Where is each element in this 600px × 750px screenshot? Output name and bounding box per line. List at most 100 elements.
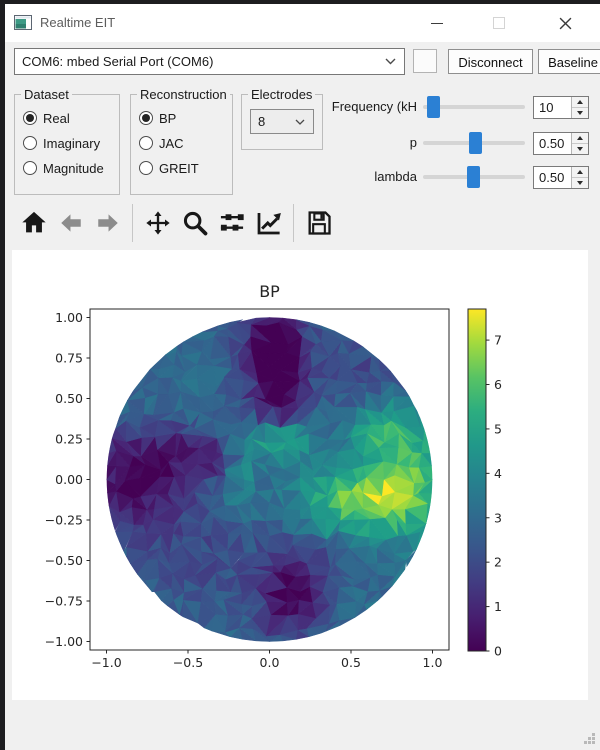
- spin-up-button[interactable]: [572, 167, 588, 178]
- back-arrow-icon: [60, 214, 81, 232]
- minimize-icon: [431, 22, 443, 24]
- lambda-label: lambda: [374, 169, 417, 184]
- radio-indicator: [23, 136, 37, 150]
- slider-handle[interactable]: [426, 96, 440, 118]
- radio-real[interactable]: Real: [23, 108, 70, 128]
- back-button[interactable]: [52, 203, 89, 243]
- home-icon: [21, 211, 46, 233]
- spinbox-value: 10: [539, 100, 554, 115]
- spin-up-button[interactable]: [572, 97, 588, 108]
- resize-grip[interactable]: [584, 733, 596, 745]
- svg-text:0.50: 0.50: [55, 391, 83, 406]
- status-indicator-button[interactable]: [413, 49, 437, 73]
- radio-label: GREIT: [159, 160, 199, 176]
- radio-bp[interactable]: BP: [139, 108, 176, 128]
- arrow-up-icon: [577, 170, 583, 174]
- radio-label: Real: [43, 110, 70, 126]
- window-title: Realtime EIT: [40, 15, 116, 30]
- svg-text:0: 0: [494, 644, 502, 659]
- radio-indicator: [23, 111, 37, 125]
- app-icon: [14, 15, 32, 30]
- spinbox-value: 0.50: [539, 170, 565, 185]
- svg-text:0.0: 0.0: [260, 655, 280, 670]
- plot-canvas: BP −1.0 −0.5 0.0 0.5 1.0 1.00 0.75 0.50 0.25 0.00 −…: [12, 250, 588, 700]
- sliders-icon: [220, 214, 244, 231]
- electrodes-group-label: Electrodes: [248, 87, 316, 102]
- pan-icon: [145, 211, 170, 235]
- forward-button[interactable]: [89, 203, 126, 243]
- frequency-spinbox[interactable]: 10: [533, 96, 589, 119]
- save-icon: [308, 211, 331, 235]
- frequency-slider[interactable]: [423, 96, 525, 118]
- electrodes-select[interactable]: 8: [250, 109, 314, 134]
- radio-label: BP: [159, 110, 177, 126]
- baseline-button[interactable]: Baseline: [538, 49, 600, 74]
- svg-text:5: 5: [494, 421, 502, 436]
- maximize-icon: [493, 17, 505, 29]
- svg-text:1.0: 1.0: [423, 655, 443, 670]
- p-slider[interactable]: [423, 132, 525, 154]
- p-spinbox[interactable]: 0.50: [533, 132, 589, 155]
- svg-text:0.00: 0.00: [55, 472, 83, 487]
- com-port-select[interactable]: COM6: mbed Serial Port (COM6): [14, 48, 405, 75]
- dataset-group-label: Dataset: [21, 87, 72, 102]
- chevron-down-icon: [385, 58, 396, 65]
- radio-greit[interactable]: GREIT: [139, 158, 199, 178]
- radio-magnitude[interactable]: Magnitude: [23, 158, 104, 178]
- svg-text:−0.25: −0.25: [45, 513, 83, 528]
- svg-text:−1.0: −1.0: [91, 655, 121, 670]
- svg-text:7: 7: [494, 333, 502, 348]
- reconstruction-group-label: Reconstruction: [137, 87, 230, 102]
- svg-text:2: 2: [494, 555, 502, 570]
- radio-label: Imaginary: [43, 135, 101, 151]
- lambda-slider[interactable]: [423, 166, 525, 188]
- frequency-label: Frequency (kH: [331, 99, 417, 114]
- slider-handle[interactable]: [466, 166, 480, 188]
- edit-parameters-button[interactable]: [250, 203, 287, 243]
- svg-text:1: 1: [494, 599, 502, 614]
- svg-text:1.00: 1.00: [55, 310, 83, 325]
- radio-indicator: [139, 136, 153, 150]
- svg-text:0.75: 0.75: [55, 351, 83, 366]
- svg-text:3: 3: [494, 510, 502, 525]
- svg-text:BP: BP: [259, 282, 280, 301]
- radio-indicator: [139, 161, 153, 175]
- disconnect-button[interactable]: Disconnect: [448, 49, 533, 74]
- home-button[interactable]: [15, 203, 52, 243]
- slider-handle[interactable]: [469, 132, 483, 154]
- eit-plot: BP −1.0 −0.5 0.0 0.5 1.0 1.00 0.75 0.50 0.25 0.00 −…: [45, 282, 502, 670]
- chevron-down-icon: [295, 119, 305, 125]
- lambda-spinbox[interactable]: 0.50: [533, 166, 589, 189]
- line-chart-icon: [257, 213, 281, 235]
- save-button[interactable]: [300, 203, 337, 243]
- spin-down-button[interactable]: [572, 108, 588, 118]
- spin-down-button[interactable]: [572, 144, 588, 154]
- spinbox-value: 0.50: [539, 136, 565, 151]
- toolbar-separator: [293, 204, 294, 242]
- radio-label: JAC: [159, 135, 184, 151]
- app-window: Realtime EIT COM6: mbed Serial Port (COM…: [5, 4, 600, 750]
- pan-button[interactable]: [139, 203, 176, 243]
- maximize-button[interactable]: [478, 8, 520, 38]
- radio-indicator: [139, 111, 153, 125]
- spin-down-button[interactable]: [572, 178, 588, 188]
- arrow-down-icon: [577, 147, 583, 151]
- zoom-button[interactable]: [176, 203, 213, 243]
- close-icon: [559, 17, 571, 29]
- close-button[interactable]: [544, 8, 586, 38]
- configure-subplots-button[interactable]: [213, 203, 250, 243]
- toolbar-separator: [132, 204, 133, 242]
- svg-text:0.25: 0.25: [55, 432, 83, 447]
- radio-imaginary[interactable]: Imaginary: [23, 133, 100, 153]
- minimize-button[interactable]: [416, 8, 458, 38]
- radio-indicator: [23, 161, 37, 175]
- spin-up-button[interactable]: [572, 133, 588, 144]
- radio-label: Magnitude: [43, 160, 104, 176]
- radio-jac[interactable]: JAC: [139, 133, 184, 153]
- arrow-down-icon: [577, 111, 583, 115]
- svg-text:6: 6: [494, 377, 502, 392]
- p-label: p: [409, 135, 417, 150]
- svg-text:−1.00: −1.00: [45, 634, 83, 649]
- com-port-value: COM6: mbed Serial Port (COM6): [22, 54, 214, 69]
- svg-text:−0.5: −0.5: [173, 655, 203, 670]
